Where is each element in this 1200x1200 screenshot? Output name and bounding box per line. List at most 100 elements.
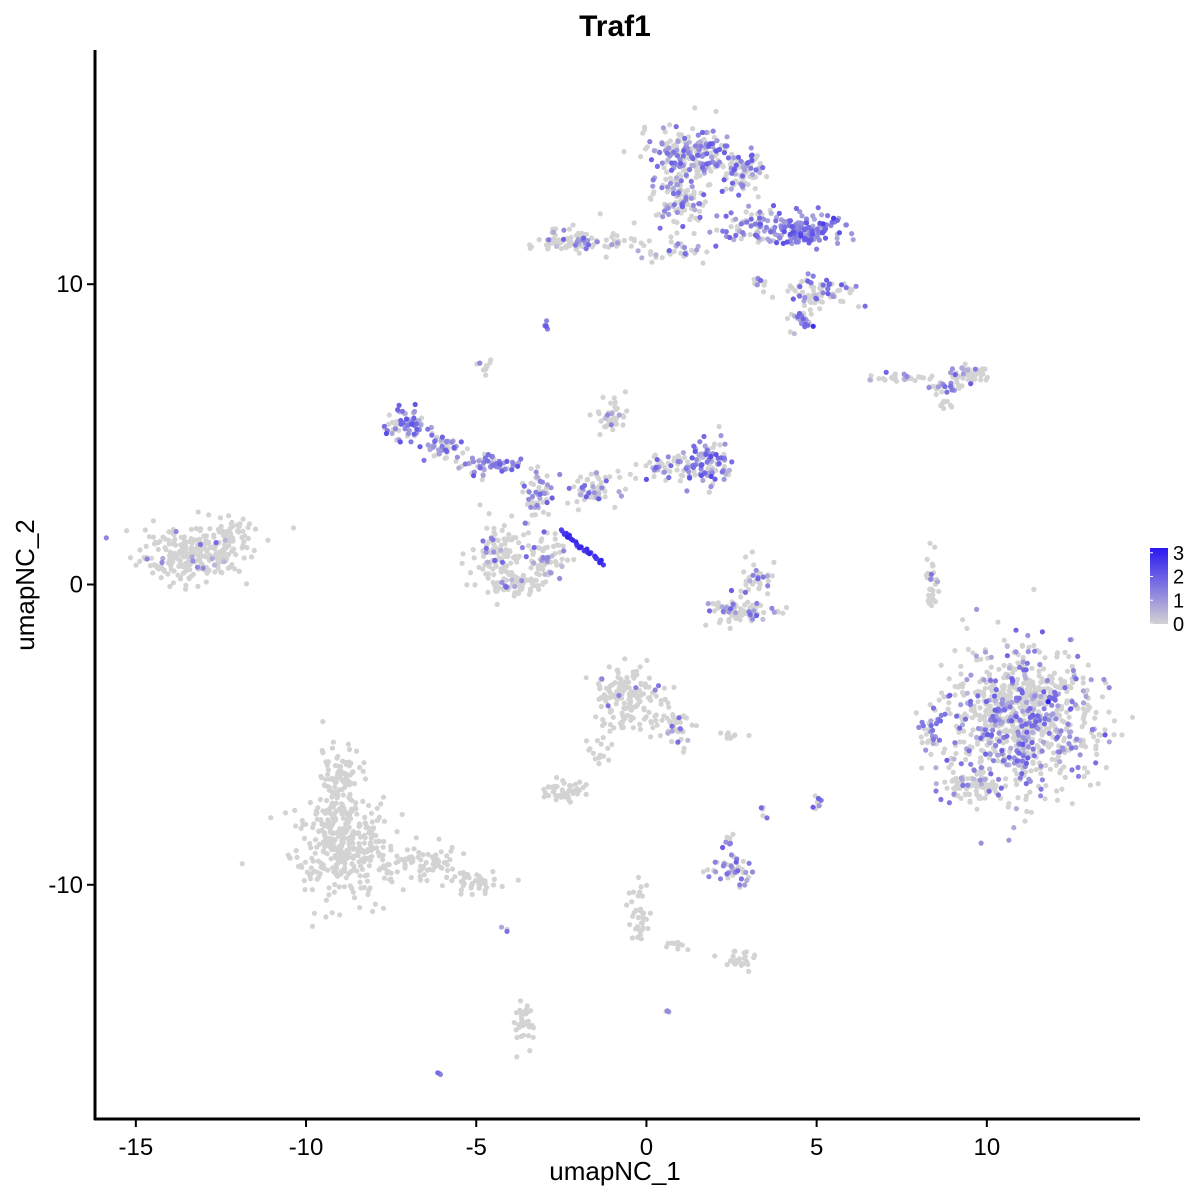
cell-point — [702, 443, 708, 449]
cell-point — [346, 842, 352, 848]
cell-point — [343, 821, 349, 827]
cell-point — [692, 105, 698, 111]
cell-point — [939, 389, 945, 395]
cell-point — [933, 788, 939, 794]
cell-point — [531, 544, 537, 551]
cell-point — [499, 468, 505, 474]
cell-point — [740, 230, 746, 236]
cell-point — [362, 776, 369, 782]
cell-point — [341, 825, 347, 831]
cell-point — [490, 882, 497, 888]
cell-point — [768, 210, 774, 216]
cell-point — [1070, 667, 1076, 674]
cell-point — [673, 124, 679, 130]
cell-point — [1046, 744, 1052, 750]
cell-point — [721, 177, 727, 183]
cell-point — [583, 738, 590, 744]
cell-point — [824, 277, 830, 283]
cell-point — [1066, 741, 1072, 747]
cell-point — [489, 453, 495, 459]
cell-point — [1003, 776, 1009, 782]
cell-point — [217, 529, 223, 535]
cell-point — [666, 474, 672, 481]
cell-point — [351, 895, 358, 901]
cell-point — [975, 693, 981, 699]
cell-point — [732, 948, 738, 954]
cell-point — [807, 307, 813, 313]
cell-point — [549, 553, 555, 559]
cell-point — [728, 186, 734, 192]
cell-point — [537, 491, 543, 497]
cell-point — [230, 538, 236, 544]
cell-point — [982, 727, 988, 733]
cell-point — [565, 500, 571, 506]
cell-point — [819, 299, 826, 305]
cell-point — [749, 152, 755, 158]
cell-point — [163, 547, 169, 553]
cell-point — [817, 306, 823, 312]
cell-point — [586, 490, 592, 496]
cell-point — [340, 778, 347, 784]
cell-point — [438, 864, 444, 871]
cell-point — [936, 737, 943, 743]
cell-point — [974, 657, 980, 663]
cell-point — [1001, 728, 1007, 735]
cell-point — [561, 548, 567, 554]
cell-point — [1066, 714, 1072, 720]
cell-point — [717, 876, 724, 882]
cell-point — [469, 880, 475, 886]
cell-point — [975, 699, 981, 705]
cell-point — [370, 908, 376, 915]
cell-point — [661, 464, 668, 470]
cell-point — [635, 874, 642, 881]
cell-point — [748, 145, 754, 151]
cell-point — [207, 526, 213, 532]
cell-point — [425, 426, 431, 432]
cell-point — [749, 157, 755, 163]
cell-point — [530, 551, 536, 558]
cell-point — [597, 432, 603, 438]
cell-point — [540, 509, 547, 515]
cell-point — [603, 237, 610, 243]
cell-point — [325, 771, 331, 778]
cell-point — [1014, 758, 1020, 764]
cell-point — [605, 703, 611, 709]
cell-point — [599, 485, 605, 491]
cell-point — [347, 791, 353, 797]
cell-point — [638, 154, 644, 160]
cell-point — [675, 946, 681, 952]
cell-point — [561, 227, 567, 233]
cell-point — [755, 194, 761, 200]
cell-point — [714, 227, 720, 233]
cell-point — [471, 473, 477, 479]
cell-point — [581, 235, 587, 241]
cell-point — [731, 733, 737, 739]
cell-point — [1094, 751, 1100, 758]
cell-point — [536, 237, 542, 243]
cell-point — [998, 785, 1004, 791]
cell-point — [307, 876, 314, 882]
cell-point — [319, 821, 325, 827]
cell-point — [752, 186, 758, 192]
cell-point — [330, 804, 336, 810]
cell-point — [810, 804, 816, 810]
cell-point — [955, 684, 961, 690]
cell-point — [540, 567, 546, 573]
cell-point — [749, 869, 756, 875]
cell-point — [213, 540, 219, 546]
cell-point — [966, 748, 972, 754]
cell-point — [328, 836, 334, 843]
cell-point — [1006, 837, 1012, 843]
cell-point — [727, 625, 733, 632]
cell-point — [930, 587, 936, 594]
cell-point — [604, 694, 610, 701]
cell-point — [704, 161, 710, 167]
cell-point — [356, 821, 362, 827]
cell-point — [566, 797, 572, 803]
cell-point — [1031, 586, 1037, 593]
cell-point — [416, 849, 422, 856]
cell-point — [645, 925, 651, 932]
cell-point — [511, 593, 517, 599]
cell-point — [618, 493, 625, 499]
